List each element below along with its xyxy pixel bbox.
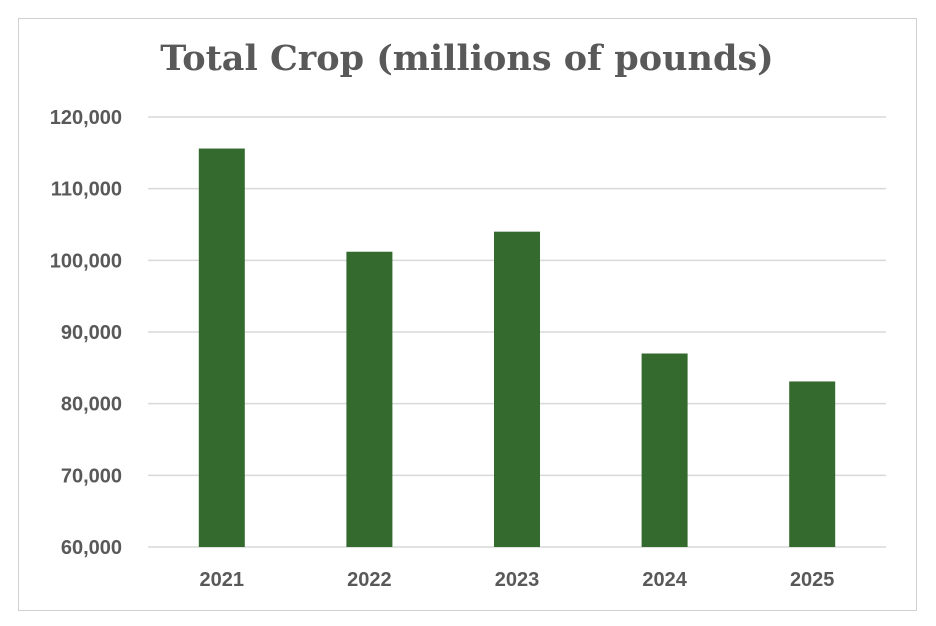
x-tick-label: 2021 <box>200 569 245 591</box>
y-tick-label: 110,000 <box>51 179 122 201</box>
y-axis-tick-labels: 60,000 70,000 80,000 90,000 100,000 110,000 12… <box>50 107 122 559</box>
y-tick-label: 60,000 <box>61 537 122 559</box>
bar-2021 <box>198 148 245 548</box>
bars <box>198 148 836 548</box>
x-tick-label: 2025 <box>790 569 835 591</box>
bar-2024 <box>641 353 688 547</box>
y-tick-label: 90,000 <box>61 322 122 344</box>
x-axis-tick-labels: 2021 2022 2023 2024 2025 <box>200 569 835 591</box>
x-tick-label: 2024 <box>642 569 687 591</box>
y-tick-label: 80,000 <box>61 394 122 416</box>
chart-title: Total Crop (millions of pounds) <box>160 38 774 79</box>
bar-2022 <box>346 251 393 547</box>
y-tick-label: 70,000 <box>61 465 122 487</box>
x-tick-label: 2023 <box>495 569 540 591</box>
y-tick-label: 120,000 <box>50 107 122 129</box>
bar-2023 <box>494 231 540 547</box>
x-tick-label: 2022 <box>347 569 392 591</box>
bar-2025 <box>789 381 836 547</box>
y-tick-label: 100,000 <box>50 250 122 272</box>
